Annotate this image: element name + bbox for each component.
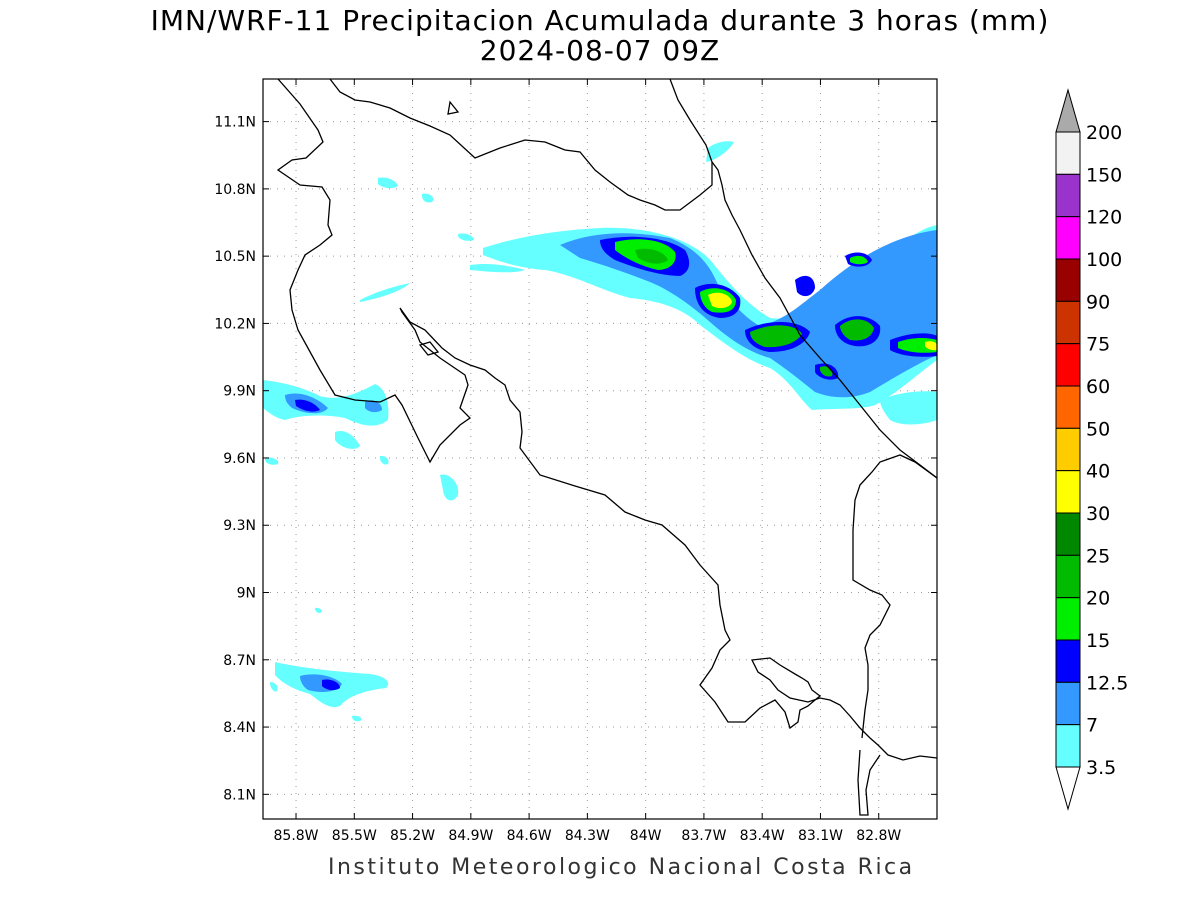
colorbar-label: 3.5 — [1086, 757, 1116, 779]
lat-tick-label: 10.2N — [214, 316, 256, 332]
colorbar-label: 12.5 — [1086, 672, 1128, 694]
colorbar-label: 7 — [1086, 715, 1098, 737]
colorbar-band — [1055, 300, 1081, 345]
colorbar-label: 60 — [1086, 376, 1110, 398]
colorbar-band — [1055, 639, 1081, 683]
colorbar-label: 100 — [1086, 249, 1122, 271]
colorbar-top-arrow — [1055, 88, 1081, 133]
lat-tick-label: 8.7N — [223, 653, 256, 669]
colorbar-bottom-arrow — [1055, 766, 1081, 811]
colorbar-label: 40 — [1086, 461, 1110, 483]
lat-tick-label: 9.6N — [223, 451, 256, 467]
colorbar-label: 150 — [1086, 164, 1122, 186]
colorbar-label: 75 — [1086, 334, 1110, 356]
colorbar-band — [1055, 343, 1081, 387]
colorbar-band — [1055, 724, 1081, 768]
lon-tick-label: 84W — [630, 828, 662, 844]
colorbar-label: 50 — [1086, 418, 1110, 440]
colorbar-band — [1055, 427, 1081, 472]
colorbar-band — [1055, 258, 1081, 302]
coastlines — [276, 79, 937, 816]
colorbar-band — [1055, 216, 1081, 260]
map-gridlines — [263, 79, 937, 819]
axis-ticks: 85.8W 85.5W 85.2W 84.9W 84.6W 84.3W 84W 83.7W 83… — [214, 79, 937, 844]
lon-tick-label: 84.6W — [507, 828, 552, 844]
chart-title: IMN/WRF-11 Precipitacion Acumulada duran… — [150, 4, 1050, 37]
colorbar-label: 30 — [1086, 503, 1110, 525]
lat-tick-label: 8.4N — [223, 720, 256, 736]
lat-tick-label: 9.9N — [223, 384, 256, 400]
colorbar-band — [1055, 131, 1081, 175]
colorbar-band — [1055, 681, 1081, 726]
colorbar-label: 25 — [1086, 545, 1110, 567]
lon-tick-label: 84.3W — [565, 828, 610, 844]
colorbar-band — [1055, 512, 1081, 556]
lat-tick-label: 8.1N — [223, 787, 256, 803]
lat-tick-label: 10.8N — [214, 182, 256, 198]
lon-tick-label: 85.2W — [390, 828, 435, 844]
colorbar-band — [1055, 470, 1081, 514]
lat-tick-label: 9.3N — [223, 518, 256, 534]
chart-subtitle: 2024-08-07 09Z — [479, 34, 721, 67]
colorbar-band — [1055, 385, 1081, 429]
lon-tick-label: 85.8W — [274, 828, 319, 844]
lon-tick-label: 84.9W — [448, 828, 493, 844]
lon-tick-label: 83.4W — [740, 828, 785, 844]
lat-tick-label: 11.1N — [214, 115, 256, 131]
lat-tick-label: 10.5N — [214, 249, 256, 265]
colorbar-band — [1055, 173, 1081, 218]
colorbar-band — [1055, 597, 1081, 641]
lon-tick-label: 83.7W — [681, 828, 726, 844]
lon-tick-label: 83.1W — [798, 828, 843, 844]
colorbar-label: 20 — [1086, 588, 1110, 610]
lat-tick-label: 9N — [237, 586, 256, 602]
colorbar-label: 90 — [1086, 291, 1110, 313]
footer-credit: Instituto Meteorologico Nacional Costa R… — [328, 855, 915, 880]
colorbar-label: 15 — [1086, 630, 1110, 652]
colorbar-band — [1055, 554, 1081, 599]
colorbar: 200 150 120 100 90 75 60 50 40 30 25 20 15 12.5 7 3.5 — [1055, 88, 1128, 811]
colorbar-label: 200 — [1086, 122, 1122, 144]
lon-tick-label: 85.5W — [332, 828, 377, 844]
precipitation-fields — [263, 141, 937, 722]
lon-tick-label: 82.8W — [856, 828, 901, 844]
plot-frame — [262, 78, 938, 820]
colorbar-label: 120 — [1086, 207, 1122, 229]
